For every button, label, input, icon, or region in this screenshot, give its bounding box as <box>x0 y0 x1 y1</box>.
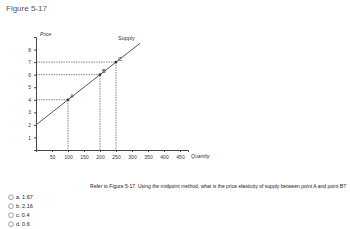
tick-mark <box>148 150 149 152</box>
y-axis-title: Price <box>40 31 52 37</box>
tick-mark <box>34 75 36 76</box>
supply-line <box>36 43 140 125</box>
axis-line <box>37 151 189 153</box>
y-axis: 1 2 3 4 5 6 7 8 <box>28 38 36 151</box>
tick-mark <box>68 150 69 152</box>
tick-label: 400 <box>160 154 169 160</box>
point <box>67 98 70 101</box>
tick-label: 3 <box>28 109 31 115</box>
tick-label: 1 <box>28 135 31 141</box>
radio-button[interactable] <box>9 195 14 200</box>
figure: Figure 5-17 50 100 150 200 250 300 350 400 450 1 2 3… <box>0 0 350 229</box>
tick-label: 7 <box>28 59 31 65</box>
radio-button[interactable] <box>9 204 14 209</box>
tick-mark <box>116 150 117 152</box>
tick: 2 <box>28 122 36 128</box>
tick-mark <box>34 137 36 138</box>
tick-label: 350 <box>144 154 153 160</box>
tick-mark <box>34 100 36 101</box>
x-axis: 50 100 150 200 250 300 350 400 450 <box>37 150 189 160</box>
tick-label: 250 <box>112 154 121 160</box>
figure-title: Figure 5-17 <box>6 4 47 13</box>
tick: 300 <box>128 150 137 160</box>
tick-mark <box>34 62 36 63</box>
tick: 450 <box>176 150 185 160</box>
option-label: d. 0.6 <box>16 221 30 227</box>
tick: 8 <box>28 47 36 53</box>
series-label: Supply <box>118 35 135 41</box>
point <box>99 73 102 76</box>
tick: 3 <box>28 109 36 115</box>
axis-line <box>34 38 37 151</box>
x-axis-title: Quantity <box>191 153 210 159</box>
point-label: A <box>70 93 74 99</box>
option-label: a. 1.67 <box>16 194 33 200</box>
tick-label: 6 <box>28 72 31 78</box>
tick-label: 200 <box>96 154 105 160</box>
tick-label: 100 <box>64 154 73 160</box>
option-label: c. 0.4 <box>16 212 29 218</box>
tick: 1 <box>28 135 36 141</box>
radio-button[interactable] <box>9 213 14 218</box>
question-text: Refer to Figure 5-17. Using the midpoint… <box>90 183 346 189</box>
tick: 400 <box>160 150 169 160</box>
tick: 150 <box>80 150 89 160</box>
plot-area <box>36 43 140 150</box>
tick-label: 4 <box>28 97 31 103</box>
tick: 4 <box>28 97 36 103</box>
tick-label: 450 <box>176 154 185 160</box>
guide-line <box>36 75 100 150</box>
tick: 50 <box>50 150 56 160</box>
point-label: B <box>102 68 106 74</box>
tick: 250 <box>112 150 121 160</box>
tick-label: 150 <box>80 154 89 160</box>
tick-mark <box>132 150 133 152</box>
tick-mark <box>84 150 85 152</box>
tick-mark <box>34 87 36 88</box>
tick-label: 5 <box>28 84 31 90</box>
tick-mark <box>52 150 53 152</box>
tick: 5 <box>28 84 36 90</box>
point-label: C <box>118 56 122 62</box>
tick-label: 8 <box>28 47 31 53</box>
guide-line <box>36 100 68 150</box>
tick-label: 300 <box>128 154 137 160</box>
guide-line <box>36 62 116 150</box>
point <box>115 61 118 64</box>
tick-mark <box>34 112 36 113</box>
tick-mark <box>180 150 181 152</box>
tick-mark <box>34 125 36 126</box>
tick: 7 <box>28 59 36 65</box>
tick: 6 <box>28 72 36 78</box>
tick-label: 50 <box>50 154 56 160</box>
tick-mark <box>100 150 101 152</box>
tick-mark <box>34 50 36 51</box>
tick-mark <box>164 150 165 152</box>
tick-label: 2 <box>28 122 31 128</box>
radio-button[interactable] <box>9 222 14 227</box>
tick: 350 <box>144 150 153 160</box>
tick: 100 <box>64 150 73 160</box>
option-label: b. 2.16 <box>16 203 33 209</box>
tick: 200 <box>96 150 105 160</box>
